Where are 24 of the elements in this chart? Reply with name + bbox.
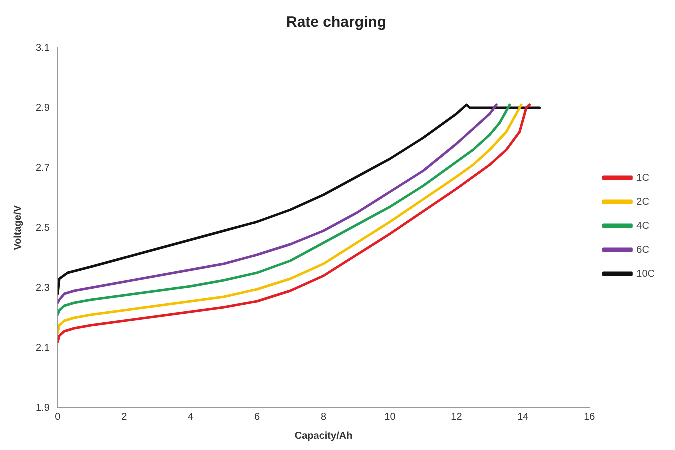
legend-label: 1C [636,172,650,184]
x-tick-label: 8 [320,412,327,423]
x-tick-label: 4 [188,412,194,423]
x-tick-label: 12 [451,412,463,423]
legend-label: 4C [636,220,650,232]
y-tick-label: 3.1 [36,42,50,54]
legend-label: 2C [636,196,650,208]
y-tick-label: 2.5 [36,222,50,234]
y-tick-label: 2.7 [36,162,50,174]
y-tick-label: 2.1 [36,342,50,354]
legend-label: 10C [636,268,656,280]
y-tick-label: 2.9 [36,102,50,114]
chart-title: Rate charging [286,14,387,32]
x-tick-label: 16 [584,412,596,423]
x-tick-label: 2 [122,412,128,423]
y-tick-label: 2.3 [36,282,50,294]
x-tick-label: 0 [55,412,62,423]
x-axis-title: Capacity/Ah [294,430,353,442]
x-tick-label: 14 [518,412,530,423]
y-axis-title: Voltage/V [12,205,24,250]
x-tick-label: 10 [384,412,396,423]
y-tick-label: 1.9 [36,402,50,414]
legend-label: 6C [636,244,650,256]
x-tick-label: 6 [254,412,261,423]
